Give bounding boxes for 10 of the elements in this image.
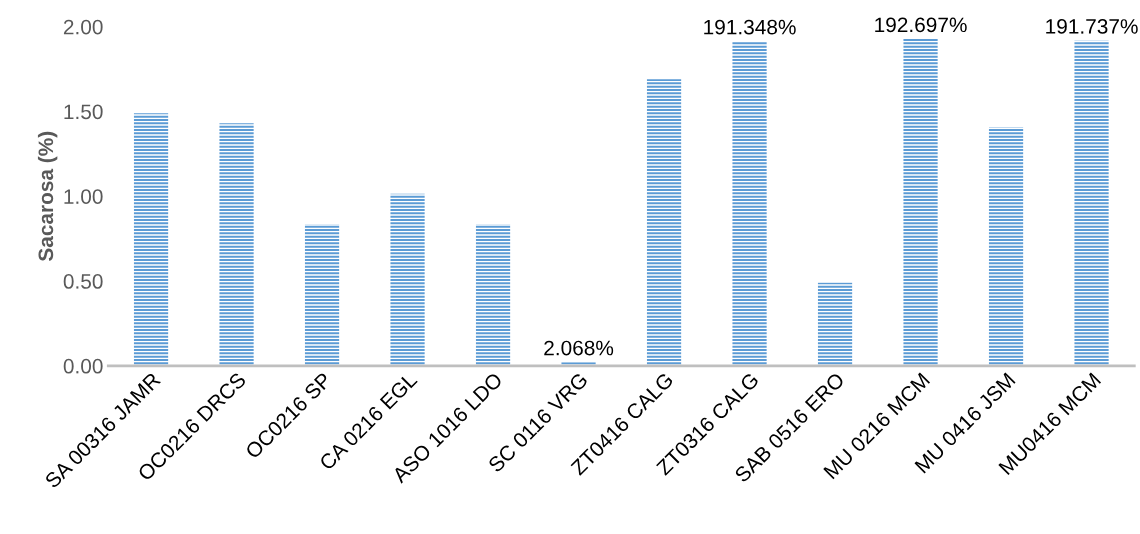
data-label: 191.737% bbox=[1046, 19, 1138, 34]
y-tick-label: 2.00 bbox=[63, 19, 103, 35]
data-label: 2.068% bbox=[544, 340, 614, 356]
data-label: 192.697% bbox=[875, 17, 967, 33]
y-tick-label: 0.50 bbox=[63, 274, 103, 289]
y-tick-label: 1.50 bbox=[64, 104, 103, 120]
y-tick-label: 1.00 bbox=[64, 189, 103, 204]
y-tick-label: 0.00 bbox=[63, 358, 103, 374]
y-axis-title: Sacarosa (%) bbox=[37, 131, 58, 262]
data-label: 191.348% bbox=[704, 19, 796, 35]
